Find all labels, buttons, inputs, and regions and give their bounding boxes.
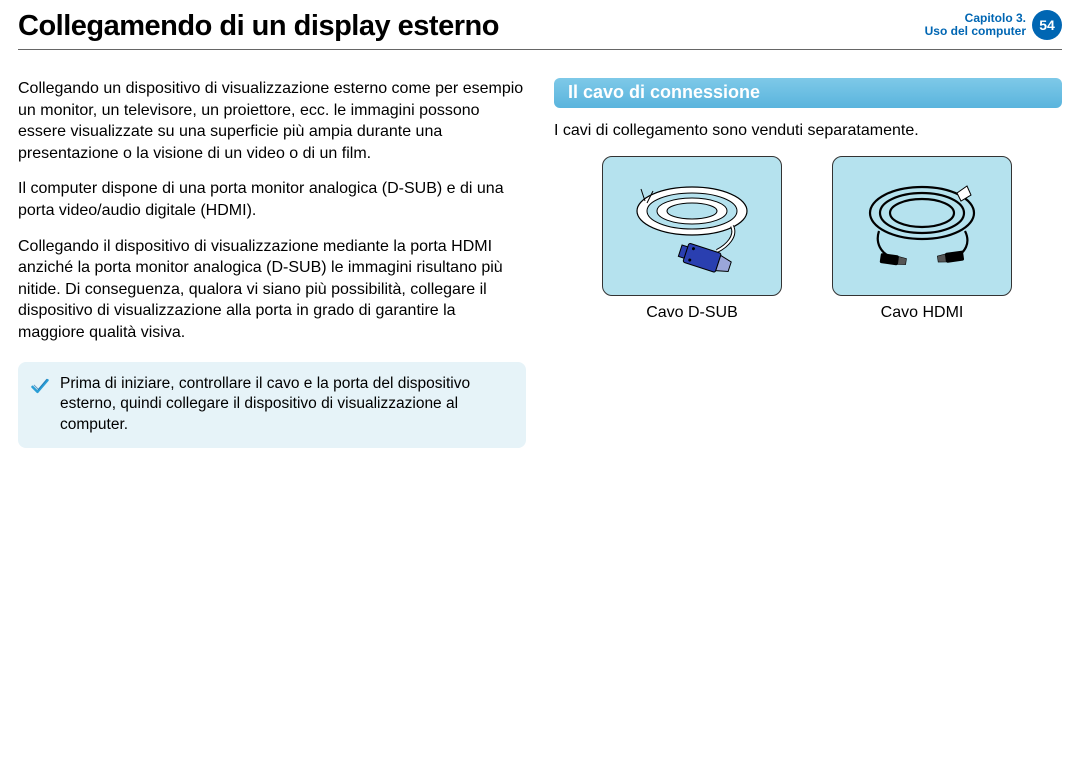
cable-card	[602, 156, 782, 296]
note-text: Prima di iniziare, controllare il cavo e…	[60, 374, 512, 437]
content-columns: Collegando un dispositivo di visualizzaz…	[0, 50, 1080, 448]
dsub-cable-illustration	[617, 171, 767, 281]
page-title: Collegamendo di un display esterno	[18, 10, 925, 43]
cable-item-dsub: Cavo D-SUB	[602, 156, 782, 322]
paragraph: Collegando il dispositivo di visualizzaz…	[18, 236, 526, 344]
chapter-line2: Uso del computer	[925, 25, 1026, 38]
left-column: Collegando un dispositivo di visualizzaz…	[18, 78, 526, 448]
chapter-block: Capitolo 3. Uso del computer	[925, 12, 1026, 38]
page-header: Collegamendo di un display esterno Capit…	[0, 0, 1080, 43]
paragraph: Collegando un dispositivo di visualizzaz…	[18, 78, 526, 164]
hdmi-cable-illustration	[847, 171, 997, 281]
cable-item-hdmi: Cavo HDMI	[832, 156, 1012, 322]
right-column: Il cavo di connessione I cavi di collega…	[554, 78, 1062, 448]
check-note-icon	[30, 376, 50, 396]
cable-row: Cavo D-SUB	[554, 156, 1062, 322]
cable-card	[832, 156, 1012, 296]
section-heading-text: Il cavo di connessione	[568, 82, 760, 102]
cable-label: Cavo D-SUB	[646, 304, 738, 322]
section-intro: I cavi di collegamento sono venduti sepa…	[554, 120, 1062, 142]
paragraph: Il computer dispone di una porta monitor…	[18, 178, 526, 221]
cable-label: Cavo HDMI	[881, 304, 964, 322]
note-box: Prima di iniziare, controllare il cavo e…	[18, 362, 526, 449]
header-right: Capitolo 3. Uso del computer 54	[925, 10, 1062, 40]
section-heading-bar: Il cavo di connessione	[554, 78, 1062, 108]
page-number-badge: 54	[1032, 10, 1062, 40]
